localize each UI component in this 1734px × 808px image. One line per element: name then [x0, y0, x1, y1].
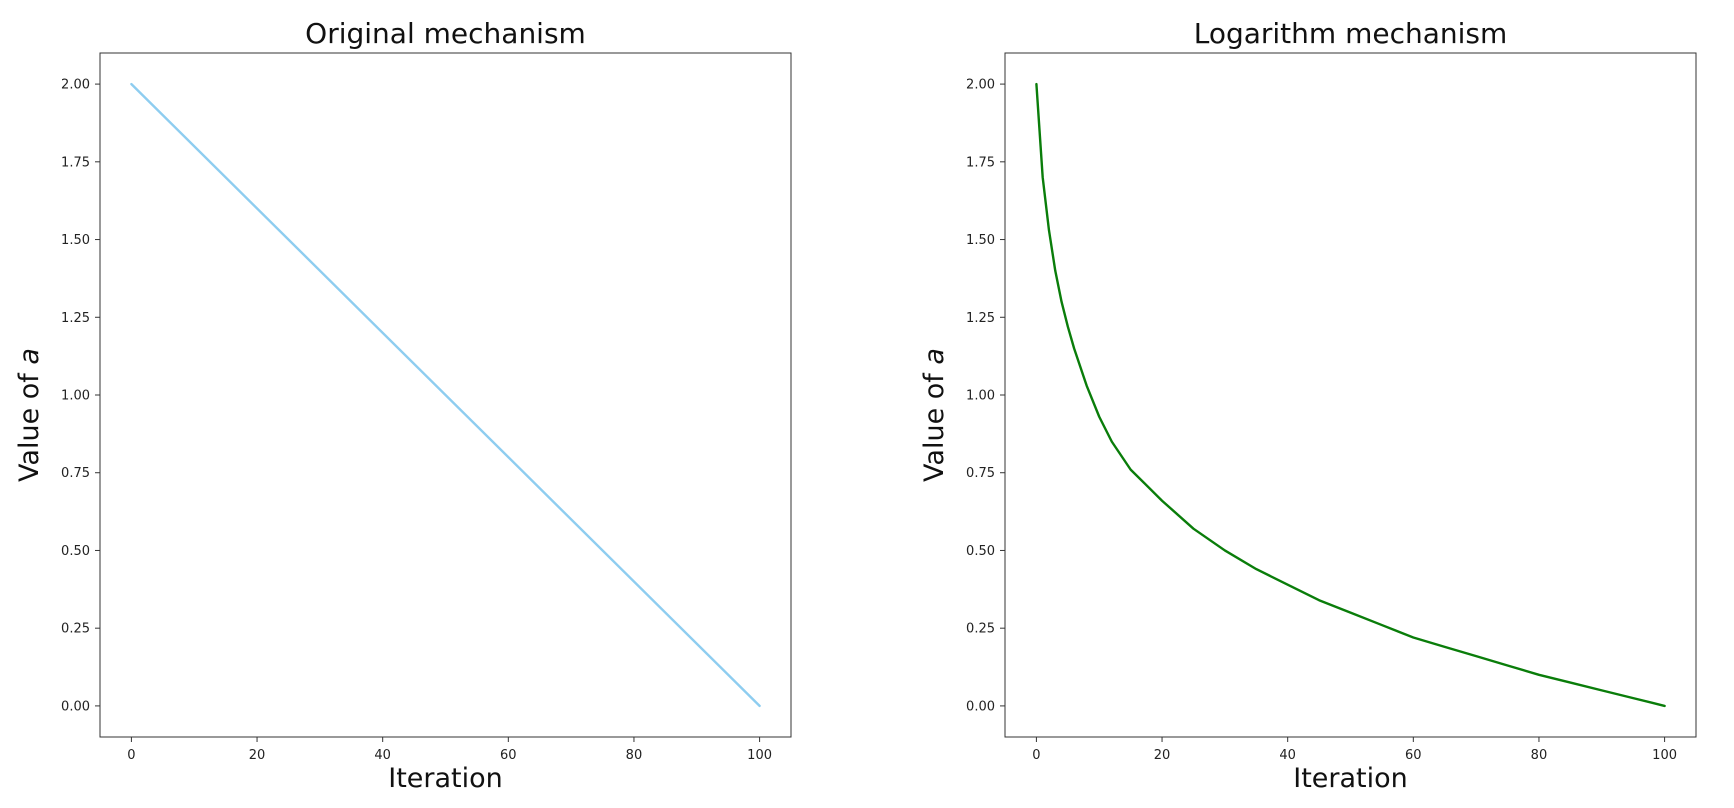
- y-axis-label: Value of a: [14, 348, 45, 482]
- y-axis-label: Value of a: [919, 348, 950, 482]
- y-axis-label-variable: a: [919, 348, 950, 365]
- y-tick-label: 0.75: [61, 466, 90, 481]
- y-tick-label: 1.50: [61, 233, 90, 248]
- x-tick-label: 0: [1032, 748, 1040, 763]
- series-line-1: [1035, 82, 1666, 708]
- y-tick-label: 0.00: [966, 699, 995, 714]
- y-tick-label: 1.75: [61, 155, 90, 170]
- y-tick-label: 1.50: [966, 233, 995, 248]
- x-tick-label: 100: [1652, 748, 1677, 763]
- y-tick-label: 1.00: [61, 389, 90, 404]
- chart-title: Logarithm mechanism: [1194, 17, 1508, 50]
- y-tick-label: 0.75: [966, 466, 995, 481]
- x-tick-label: 60: [500, 748, 517, 763]
- x-tick-label: 40: [374, 748, 391, 763]
- y-tick-label: 0.25: [966, 622, 995, 637]
- y-tick-label: 2.00: [61, 78, 90, 93]
- y-axis-label-prefix: Value of: [919, 365, 950, 482]
- y-tick-label: 1.25: [61, 311, 90, 326]
- x-tick-label: 20: [249, 748, 266, 763]
- x-tick-label: 80: [1531, 748, 1548, 763]
- y-tick-label: 1.75: [966, 155, 995, 170]
- y-tick-label: 1.00: [966, 389, 995, 404]
- x-tick-label: 80: [626, 748, 643, 763]
- x-tick-label: 40: [1279, 748, 1296, 763]
- x-tick-label: 20: [1154, 748, 1171, 763]
- y-tick-label: 0.50: [61, 544, 90, 559]
- y-tick-label: 1.25: [966, 311, 995, 326]
- chart-panel-2: 0 20 40 60 80 100 0.00 0.25 0.50 0.75 1.00 1.25 1.50…: [919, 17, 1697, 794]
- y-axis-label-prefix: Value of: [14, 365, 45, 482]
- x-tick-label: 0: [127, 748, 135, 763]
- y-tick-label: 0.00: [61, 699, 90, 714]
- x-tick-label: 60: [1405, 748, 1422, 763]
- y-tick-label: 0.50: [966, 544, 995, 559]
- chart-title: Original mechanism: [305, 17, 586, 50]
- x-tick-label: 100: [747, 748, 772, 763]
- y-tick-label: 0.25: [61, 622, 90, 637]
- x-axis-label: Iteration: [1293, 763, 1408, 794]
- series-line-1: [130, 82, 761, 708]
- x-axis-label: Iteration: [388, 763, 503, 794]
- chart-panel-1: 0 20 40 60 80 100 0.00 0.25 0.50 0.75 1.00 1.25 1.50…: [14, 17, 792, 794]
- plot-frame: [1004, 52, 1697, 738]
- y-axis-label-variable: a: [14, 348, 45, 365]
- y-tick-label: 2.00: [966, 78, 995, 93]
